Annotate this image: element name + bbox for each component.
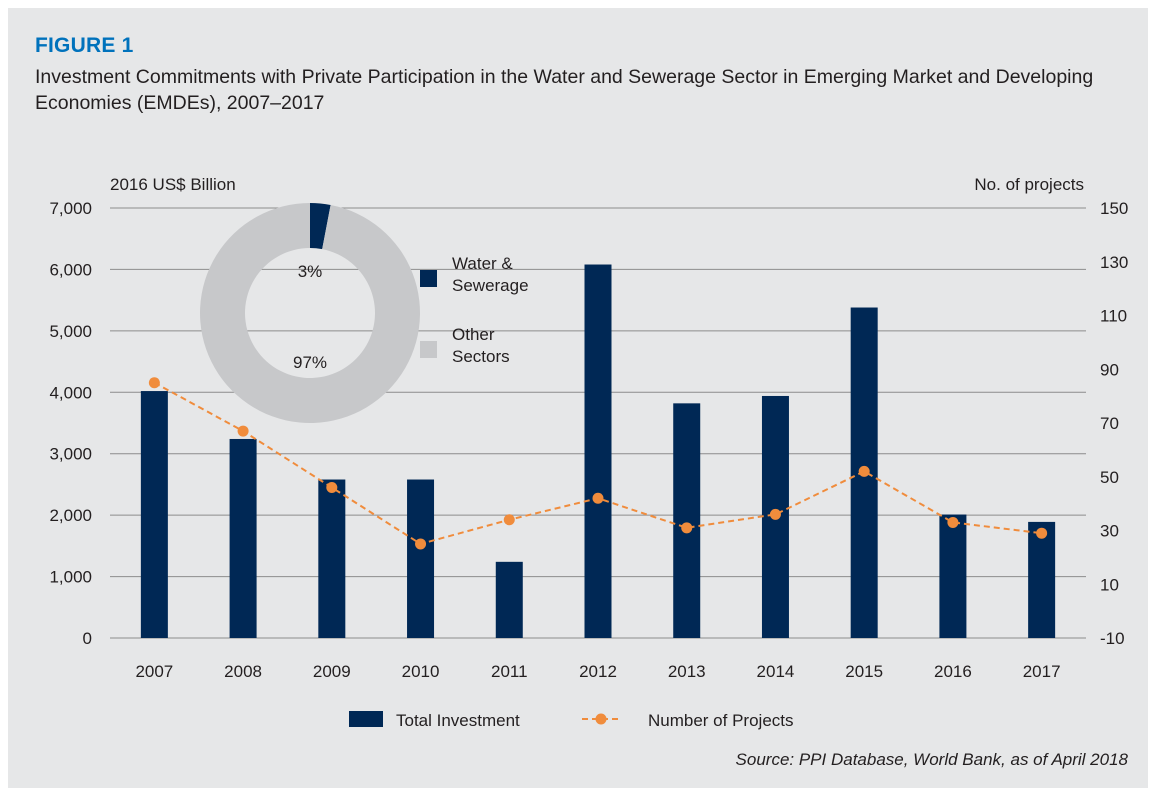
right-tick-label: 70: [1100, 414, 1119, 433]
x-tick-label: 2013: [668, 662, 706, 681]
left-tick-label: 4,000: [49, 383, 92, 402]
donut-legend-label: Water & Sewerage: [452, 254, 529, 295]
chart-legend: Total Investment Number of Projects: [349, 711, 794, 730]
left-tick-label: 6,000: [49, 260, 92, 279]
right-tick-label: 30: [1100, 522, 1119, 541]
figure-title: Investment Commitments with Private Part…: [35, 66, 1094, 114]
figure-panel: FIGURE 1 Investment Commitments with Pri…: [8, 8, 1148, 788]
x-tick-label: 2017: [1023, 662, 1061, 681]
projects-point: [769, 508, 781, 520]
left-axis-label: 2016 US$ Billion: [110, 175, 236, 194]
donut-slice: [310, 203, 331, 250]
right-axis-ticks: -10 10 30 50 70 90 110 130 150: [1100, 199, 1128, 648]
x-tick-label: 2008: [224, 662, 262, 681]
bar: [229, 438, 257, 638]
x-tick-label: 2007: [135, 662, 173, 681]
right-axis-label: No. of projects: [974, 175, 1084, 194]
donut-label: 3%: [298, 262, 323, 281]
legend-swatch-marker: [595, 713, 607, 725]
x-tick-label: 2012: [579, 662, 617, 681]
line-series: [148, 377, 1048, 550]
right-tick-label: 10: [1100, 575, 1119, 594]
projects-point: [326, 482, 338, 493]
x-tick-label: 2009: [313, 662, 351, 681]
projects-point: [1036, 527, 1048, 539]
bar: [584, 264, 612, 638]
projects-point: [415, 538, 427, 550]
x-tick-label: 2014: [757, 662, 795, 681]
legend-label: Total Investment: [396, 711, 520, 730]
x-axis-ticks: 2007 2008 2009 2010 2011 2012 2013 2014 2015 2016…: [135, 662, 1060, 681]
donut-legend: Water & Sewerage Other Sectors: [420, 254, 529, 366]
x-tick-label: 2015: [845, 662, 883, 681]
bar: [495, 561, 523, 638]
left-axis-ticks: 0 1,000 2,000 3,000 4,000 5,000 6,000 7,000: [49, 199, 92, 648]
chart-svg: 0 1,000 2,000 3,000 4,000 5,000 6,000 7,000 -10…: [49, 175, 1128, 730]
projects-point: [503, 514, 515, 526]
bar: [140, 391, 168, 638]
left-tick-label: 0: [83, 629, 92, 648]
projects-point: [592, 492, 604, 504]
projects-point: [947, 516, 959, 528]
left-tick-label: 7,000: [49, 199, 92, 218]
x-tick-label: 2010: [402, 662, 440, 681]
donut-label: 97%: [293, 353, 327, 372]
source-note: Source: PPI Database, World Bank, as of …: [735, 750, 1128, 769]
legend-swatch-bar: [349, 711, 383, 727]
right-tick-label: 50: [1100, 468, 1119, 487]
left-tick-label: 2,000: [49, 506, 92, 525]
figure-label: FIGURE 1: [35, 34, 134, 57]
bar: [318, 479, 346, 638]
bar: [939, 514, 967, 638]
x-tick-label: 2016: [934, 662, 972, 681]
left-tick-label: 1,000: [49, 568, 92, 587]
donut-legend-label: Other Sectors: [452, 325, 510, 366]
right-tick-label: 110: [1100, 307, 1127, 326]
left-tick-label: 3,000: [49, 445, 92, 464]
right-tick-label: -10: [1100, 629, 1125, 648]
bar: [407, 479, 435, 638]
x-tick-label: 2011: [491, 662, 528, 681]
right-tick-label: 90: [1100, 360, 1119, 379]
left-tick-label: 5,000: [49, 322, 92, 341]
legend-label: Number of Projects: [648, 711, 794, 730]
donut-chart: 3% 97%: [199, 203, 420, 423]
right-tick-label: 150: [1100, 199, 1128, 218]
projects-point: [858, 465, 870, 477]
projects-point: [148, 377, 160, 389]
projects-point: [237, 425, 249, 437]
donut-legend-swatch: [420, 341, 437, 358]
bar-series: [140, 264, 1056, 638]
projects-point: [681, 522, 693, 534]
bar: [673, 403, 701, 638]
right-tick-label: 130: [1100, 253, 1128, 272]
donut-legend-swatch: [420, 270, 437, 287]
bar: [1028, 521, 1056, 638]
donut-slice: [199, 203, 420, 423]
